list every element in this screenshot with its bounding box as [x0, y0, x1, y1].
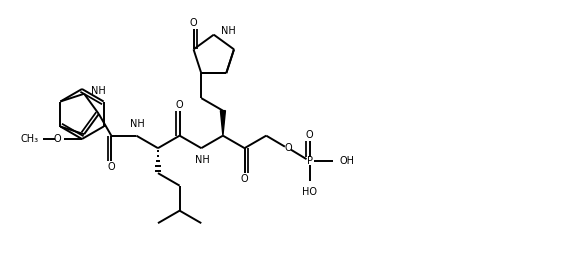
Text: O: O	[54, 134, 62, 144]
Text: P: P	[307, 156, 312, 166]
Text: OH: OH	[340, 156, 354, 166]
Text: O: O	[107, 162, 115, 172]
Text: HO: HO	[302, 187, 317, 197]
Text: O: O	[241, 174, 249, 184]
Polygon shape	[220, 111, 225, 136]
Text: O: O	[176, 100, 184, 110]
Text: NH: NH	[221, 26, 236, 36]
Text: NH: NH	[195, 155, 210, 165]
Text: NH: NH	[91, 86, 106, 96]
Text: CH₃: CH₃	[21, 134, 39, 144]
Text: O: O	[284, 143, 292, 153]
Text: O: O	[190, 18, 197, 28]
Text: NH: NH	[130, 119, 145, 129]
Text: O: O	[306, 130, 314, 140]
